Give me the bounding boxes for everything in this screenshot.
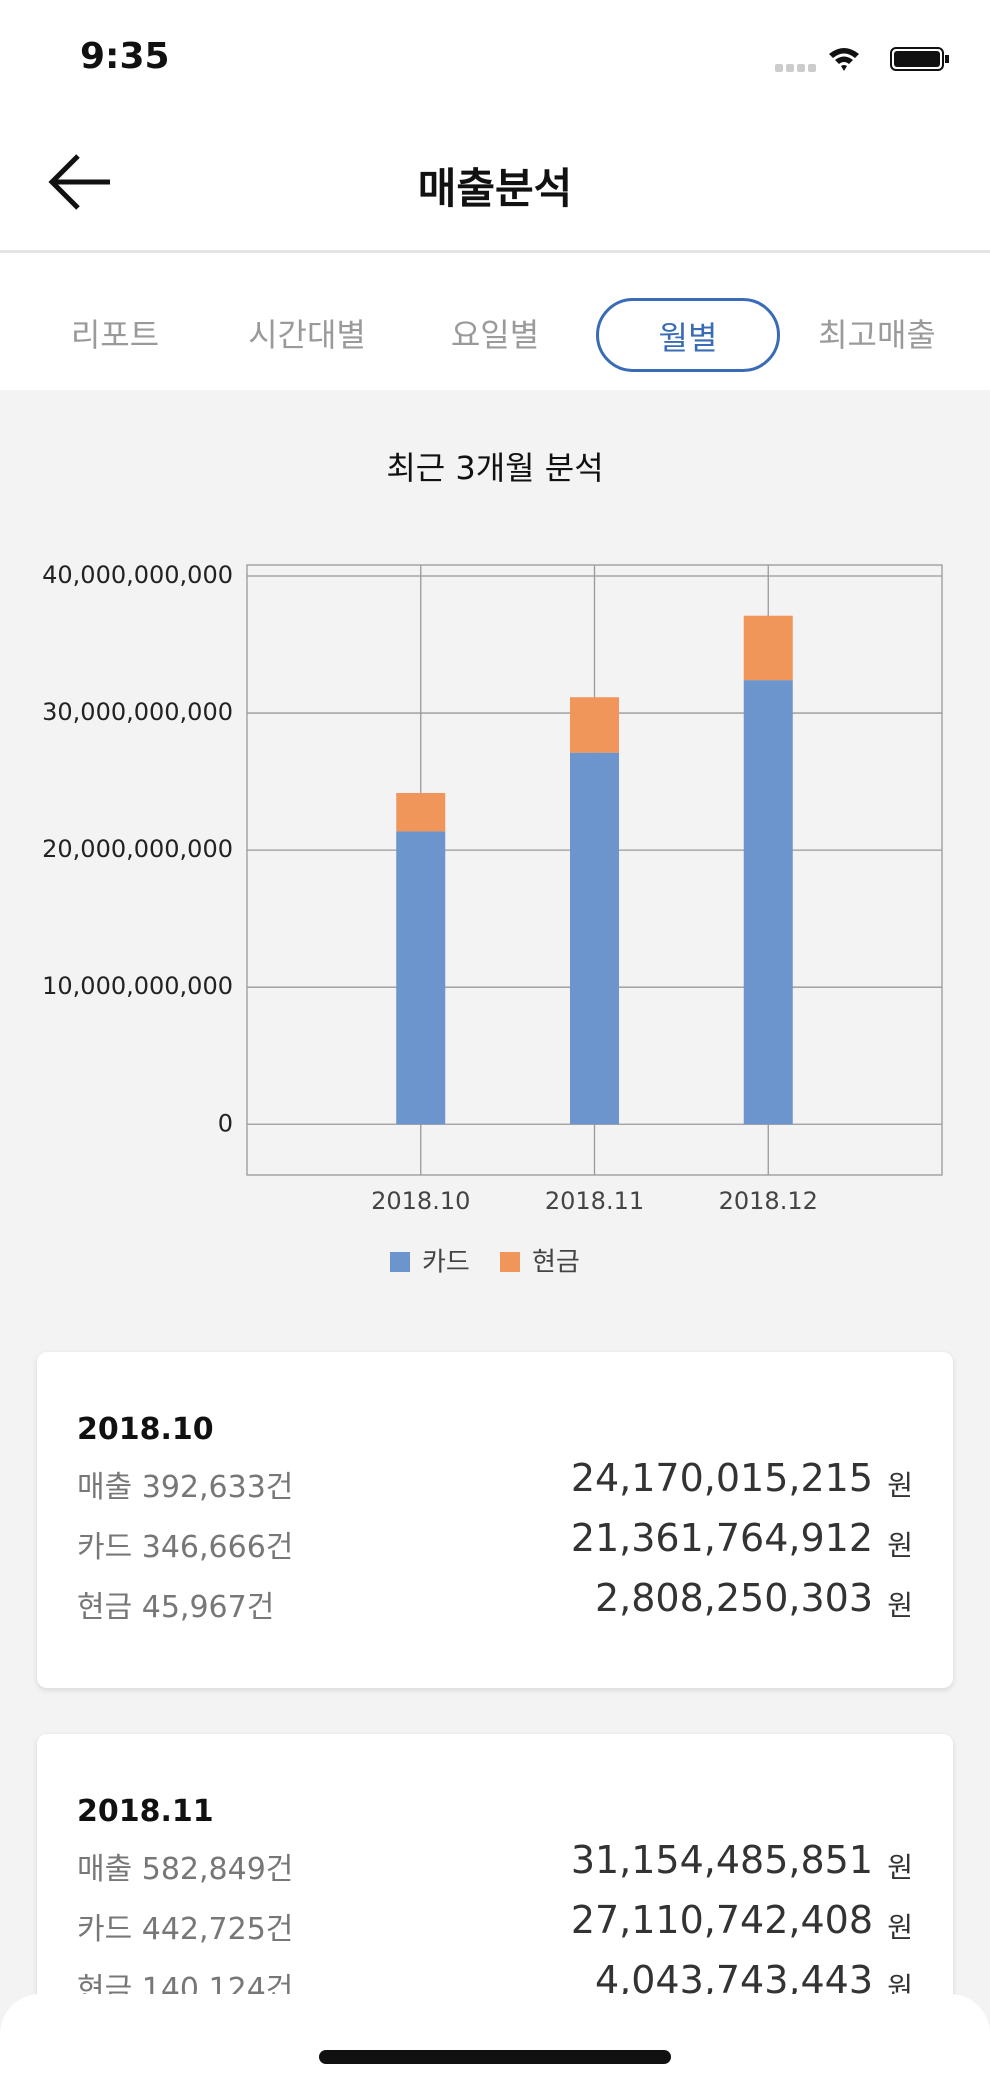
x-tick-label: 2018.12 <box>719 1187 818 1215</box>
row-amount: 21,361,764,912 <box>570 1516 873 1560</box>
row-label: 카드 346,666건 <box>77 1530 294 1565</box>
chart-title: 최근 3개월 분석 <box>386 449 603 487</box>
bottom-bar <box>0 1994 990 2084</box>
bar-segment <box>743 680 793 1125</box>
tab[interactable]: 최고매출 <box>818 316 936 354</box>
page-title: 매출분석 <box>417 164 573 213</box>
row-label: 매출 392,633건 <box>77 1470 294 1505</box>
bar-segment <box>570 697 619 753</box>
row-label: 카드 442,725건 <box>77 1912 294 1947</box>
y-tick-label: 40,000,000,000 <box>42 561 233 589</box>
bar-segment <box>396 792 446 832</box>
row-unit: 원 <box>887 1589 913 1622</box>
card-month: 2018.10 <box>77 1412 214 1447</box>
bar-segment <box>570 752 619 1125</box>
tab[interactable]: 요일별 <box>450 316 540 354</box>
y-tick-label: 20,000,000,000 <box>42 835 233 863</box>
x-tick-label: 2018.10 <box>371 1187 470 1215</box>
row-amount: 31,154,485,851 <box>570 1838 873 1882</box>
y-tick-label: 10,000,000,000 <box>42 972 233 1000</box>
x-tick-label: 2018.11 <box>545 1187 644 1215</box>
legend-swatch <box>390 1252 410 1272</box>
legend-swatch <box>500 1252 520 1272</box>
legend-label: 현금 <box>532 1248 580 1278</box>
home-indicator <box>319 2050 671 2064</box>
top-panel <box>0 0 990 390</box>
row-amount: 27,110,742,408 <box>570 1898 873 1942</box>
row-label: 현금 45,967건 <box>77 1590 275 1625</box>
status-icons <box>775 47 949 72</box>
bar-segment <box>396 831 446 1125</box>
row-unit: 원 <box>887 1851 913 1884</box>
legend-label: 카드 <box>422 1248 470 1278</box>
row-unit: 원 <box>887 1469 913 1502</box>
y-tick-label: 30,000,000,000 <box>42 698 233 726</box>
row-amount: 2,808,250,303 <box>594 1576 873 1620</box>
row-unit: 원 <box>887 1529 913 1562</box>
back-button[interactable] <box>48 152 114 212</box>
card-month: 2018.11 <box>77 1794 214 1829</box>
tab[interactable]: 리포트 <box>70 316 160 354</box>
y-tick-label: 0 <box>218 1109 233 1137</box>
status-time: 9:35 <box>80 36 170 77</box>
summary-card: 2018.10 매출 392,633건 24,170,015,215 원 카드 346,… <box>37 1352 953 1688</box>
row-label: 매출 582,849건 <box>77 1852 294 1887</box>
row-unit: 원 <box>887 1911 913 1944</box>
chart: 최근 3개월 분석 0 10,000,000,000 20,000,000,000 30… <box>42 449 943 1278</box>
tab[interactable]: 시간대별 <box>248 316 366 354</box>
tab[interactable]: 월별 <box>596 298 780 372</box>
divider <box>0 250 990 253</box>
row-amount: 24,170,015,215 <box>570 1456 873 1500</box>
bar-segment <box>743 615 793 681</box>
